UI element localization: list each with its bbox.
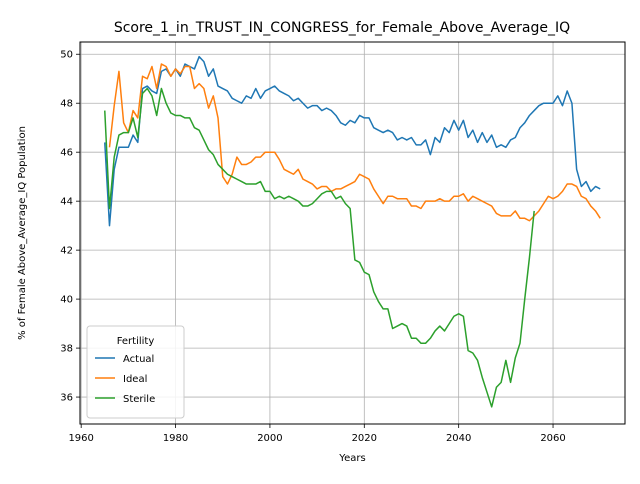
y-tick-label: 46	[60, 148, 73, 159]
legend-label-actual: Actual	[123, 354, 154, 365]
x-axis-label: Years	[338, 453, 365, 464]
plot-frame	[79, 41, 626, 425]
y-axis-label: % of Female Above_Average_IQ Population	[17, 126, 28, 340]
grid	[80, 42, 625, 424]
x-tick-label: 2060	[540, 433, 565, 444]
y-tick-label: 40	[60, 295, 73, 306]
y-tick-label: 50	[60, 50, 73, 61]
series-lines	[104, 55, 601, 408]
y-tick-label: 48	[60, 99, 73, 110]
legend: Fertility Actual Ideal Sterile	[86, 325, 185, 419]
x-tick-label: 1960	[68, 433, 93, 444]
legend-items: Actual Ideal Sterile	[95, 354, 155, 405]
axes: 1960 1980 2000 2020 2040 2060 36 38 40 42 44 46 48 50	[60, 50, 566, 444]
y-tick-label: 42	[60, 246, 73, 257]
legend-title: Fertility	[117, 336, 155, 347]
series-line-ideal	[108, 63, 601, 222]
y-tick-label: 38	[60, 344, 73, 355]
y-tick-label: 36	[60, 393, 73, 404]
series-line-sterile	[104, 87, 535, 408]
legend-box	[86, 325, 185, 419]
x-tick-label: 2040	[446, 433, 471, 444]
legend-label-ideal: Ideal	[123, 374, 147, 385]
legend-label-sterile: Sterile	[123, 394, 155, 405]
x-tick-label: 1980	[163, 433, 188, 444]
chart-title: Score_1_in_TRUST_IN_CONGRESS_for_Female_…	[114, 20, 570, 36]
series-line-actual	[104, 55, 601, 227]
y-tick-label: 44	[60, 197, 73, 208]
x-tick-label: 2000	[257, 433, 282, 444]
x-tick-label: 2020	[352, 433, 377, 444]
